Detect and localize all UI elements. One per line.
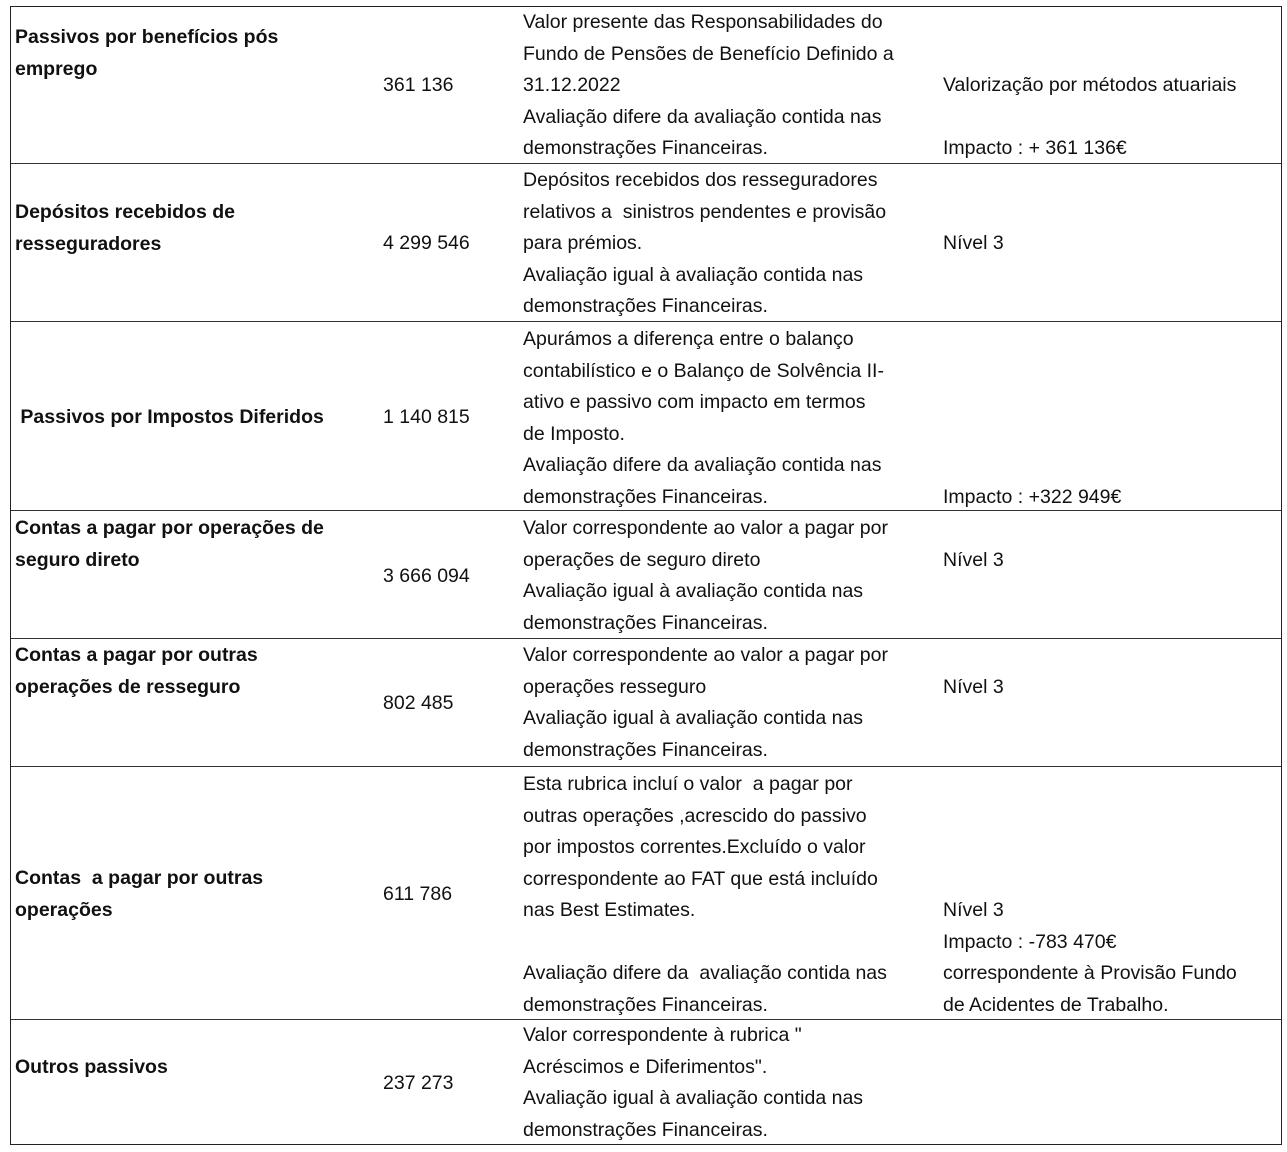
row-description: Valor correspondente à rubrica " Acrésci…	[523, 1024, 864, 1141]
row-description: Depósitos recebidos dos resseguradores r…	[523, 169, 887, 317]
row-amount: 237 273	[383, 1072, 454, 1094]
row-amount: 361 136	[383, 74, 454, 96]
row-amount: 611 786	[383, 883, 453, 905]
table-row: Contas a pagar por outras operações 611 …	[11, 767, 1281, 1020]
row-notes: Valorização por métodos atuariais Impact…	[943, 74, 1237, 159]
table-row: Outros passivos 237 273 Valor correspond…	[11, 1020, 1281, 1146]
table-row: Passivos por benefícios pós emprego 361 …	[11, 7, 1281, 164]
row-notes: Nível 3	[943, 232, 1004, 254]
row-amount: 802 485	[383, 692, 454, 714]
row-notes: Nível 3	[943, 549, 1004, 571]
row-amount: 1 140 815	[383, 406, 470, 428]
row-description: Valor presente das Responsabilidades do …	[523, 11, 894, 159]
row-amount: 3 666 094	[383, 565, 470, 587]
table-row: Contas a pagar por operações de seguro d…	[11, 511, 1281, 639]
row-description: Apurámos a diferença entre o balanço con…	[523, 328, 884, 508]
row-notes: Nível 3	[943, 676, 1004, 698]
row-name: Contas a pagar por operações de seguro d…	[15, 517, 324, 571]
row-name: Passivos por benefícios pós emprego	[15, 26, 279, 80]
row-notes: Impacto : +322 949€	[943, 486, 1122, 508]
liabilities-valuation-table: Passivos por benefícios pós emprego 361 …	[10, 6, 1282, 1145]
row-name: Contas a pagar por outras operações de r…	[15, 644, 258, 698]
row-amount: 4 299 546	[383, 232, 470, 254]
row-description: Valor correspondente ao valor a pagar po…	[523, 517, 888, 634]
table-row: Contas a pagar por outras operações de r…	[11, 639, 1281, 767]
row-name: Depósitos recebidos de resseguradores	[15, 201, 235, 255]
row-name: Passivos por Impostos Diferidos	[15, 406, 324, 428]
row-name: Outros passivos	[15, 1056, 168, 1078]
table-row: Depósitos recebidos de resseguradores 4 …	[11, 164, 1281, 322]
row-description: Valor correspondente ao valor a pagar po…	[523, 644, 888, 761]
table-row: Passivos por Impostos Diferidos 1 140 81…	[11, 322, 1281, 511]
row-name: Contas a pagar por outras operações	[15, 867, 264, 921]
row-description: Esta rubrica incluí o valor a pagar por …	[523, 773, 887, 1016]
row-notes: Nível 3 Impacto : -783 470€ corresponden…	[943, 899, 1237, 1016]
